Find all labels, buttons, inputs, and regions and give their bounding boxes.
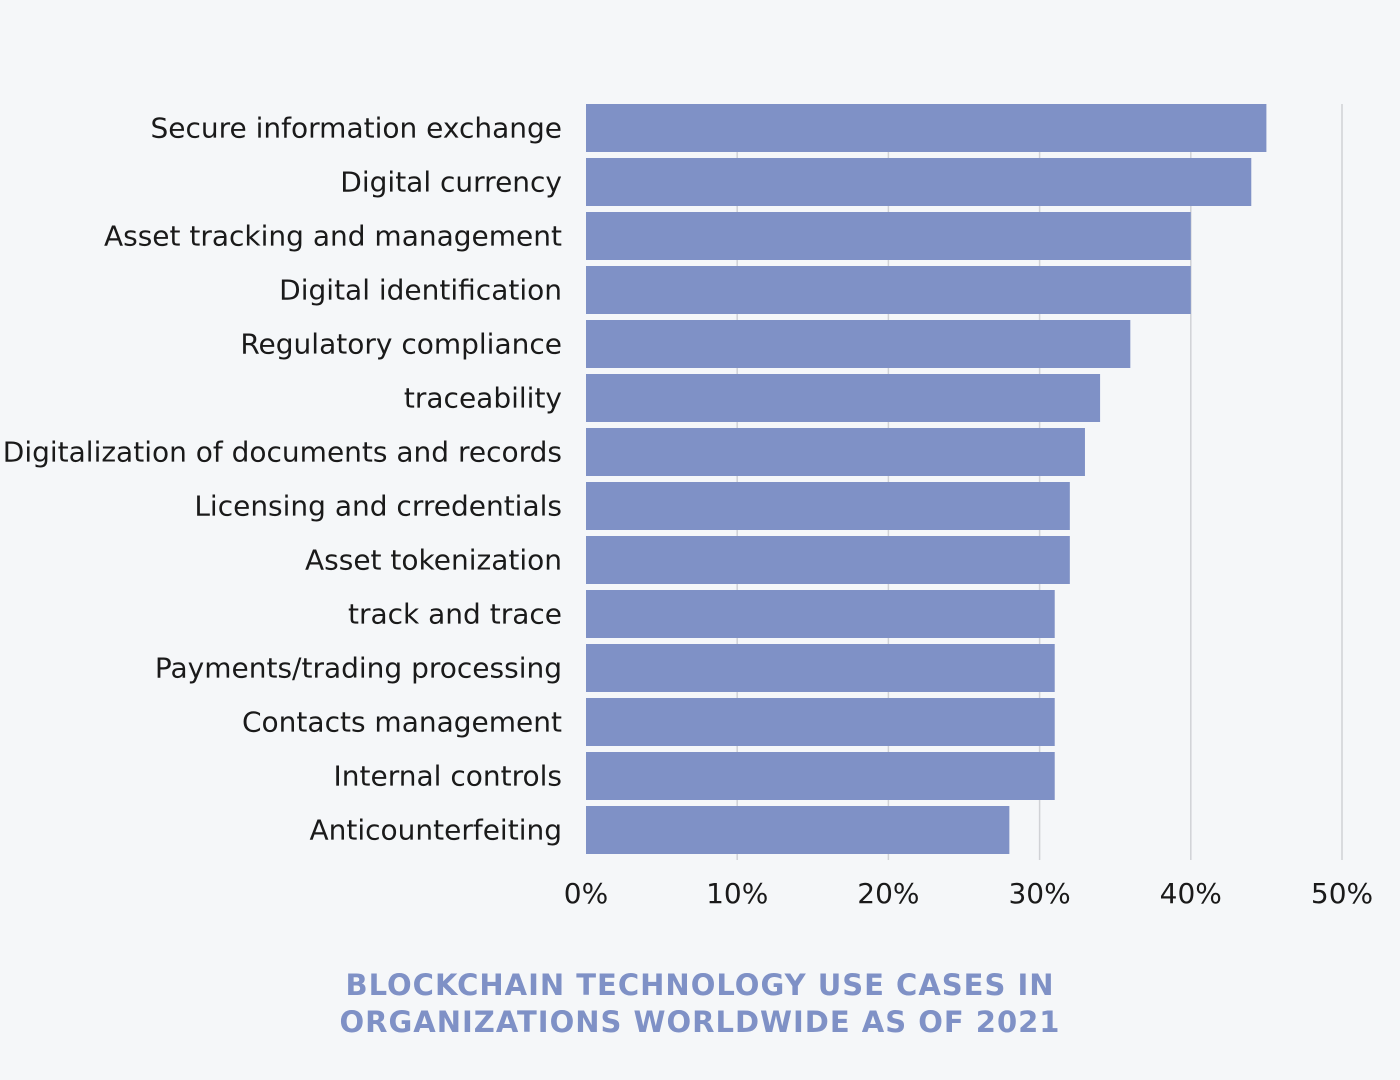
bars (586, 104, 1267, 854)
chart-title-line-2: ORGANIZATIONS WORLDWIDE AS OF 2021 (339, 1005, 1061, 1039)
bar (586, 590, 1055, 638)
category-label: Digital identification (279, 274, 562, 307)
bar (586, 482, 1070, 530)
bar (586, 428, 1085, 476)
category-label: Regulatory compliance (240, 328, 562, 361)
x-tick-label: 30% (1008, 877, 1070, 910)
category-label: Anticounterfeiting (309, 814, 562, 847)
x-tick-label: 20% (857, 877, 919, 910)
bar (586, 536, 1070, 584)
category-label: track and trace (348, 598, 562, 631)
bar (586, 212, 1191, 260)
chart-title-line-1: BLOCKCHAIN TECHNOLOGY USE CASES IN (345, 968, 1055, 1002)
category-label: Digital currency (340, 166, 562, 199)
x-tick-label: 50% (1311, 877, 1373, 910)
bar (586, 320, 1131, 368)
category-label: Digitalization of documents and records (3, 436, 562, 469)
category-label: Asset tracking and management (104, 220, 562, 253)
category-labels: Secure information exchange Digital curre… (3, 112, 562, 847)
x-tick-label: 0% (564, 877, 608, 910)
category-label: Secure information exchange (150, 112, 562, 145)
category-label: Asset tokenization (305, 544, 562, 577)
bar (586, 698, 1055, 746)
bar (586, 104, 1267, 152)
category-label: Internal controls (334, 760, 562, 793)
category-label: Licensing and crredentials (194, 490, 562, 523)
x-tick-label: 40% (1160, 877, 1222, 910)
category-label: Payments/trading processing (155, 652, 562, 685)
category-label: traceability (404, 382, 562, 415)
category-label: Contacts management (242, 706, 562, 739)
x-axis-ticks: 0% 10% 20% 30% 40% 50% (564, 877, 1373, 910)
bar (586, 266, 1191, 314)
bar (586, 374, 1101, 422)
bar (586, 806, 1010, 854)
bar (586, 752, 1055, 800)
x-tick-label: 10% (706, 877, 768, 910)
bar (586, 158, 1252, 206)
bar (586, 644, 1055, 692)
